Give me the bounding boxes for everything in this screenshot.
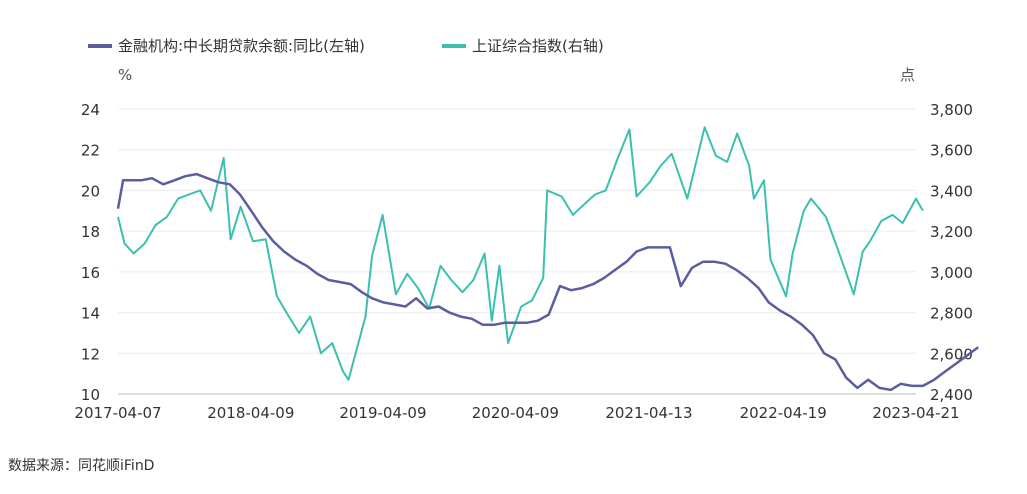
left-tick-label: 20 <box>81 182 100 200</box>
x-axis-ticks: 2017-04-07 2018-04-09 2019-04-09 2020-04-09… <box>74 404 959 422</box>
x-tick-label: 2022-04-19 <box>740 404 827 422</box>
x-tick-label: 2017-04-07 <box>74 404 161 422</box>
x-tick-label: 2018-04-09 <box>207 404 294 422</box>
x-tick-label: 2019-04-09 <box>339 404 426 422</box>
right-axis-ticks: 2,400 2,600 2,800 3,000 3,200 3,400 3,600 3,800 <box>930 101 973 404</box>
left-tick-label: 24 <box>81 101 100 119</box>
legend-label-index: 上证综合指数(右轴) <box>472 37 604 55</box>
series-line-loans <box>116 172 979 392</box>
left-tick-label: 18 <box>81 223 100 241</box>
right-tick-label: 3,800 <box>930 101 973 119</box>
right-tick-label: 3,600 <box>930 142 973 160</box>
left-tick-label: 14 <box>81 305 100 323</box>
x-tick-label: 2021-04-13 <box>605 404 692 422</box>
right-tick-label: 3,000 <box>930 264 973 282</box>
legend-label-loans: 金融机构:中长期贷款余额:同比(左轴) <box>118 37 365 55</box>
gridlines <box>118 108 916 354</box>
left-axis-ticks: 10 12 14 16 18 20 22 24 <box>81 101 100 404</box>
x-tick-label: 2023-04-21 <box>872 404 959 422</box>
right-tick-label: 2,400 <box>930 386 973 404</box>
right-tick-label: 3,400 <box>930 182 973 200</box>
right-tick-label: 2,800 <box>930 305 973 323</box>
legend: 金融机构:中长期贷款余额:同比(左轴) 上证综合指数(右轴) <box>88 37 604 55</box>
right-tick-label: 3,200 <box>930 223 973 241</box>
left-tick-label: 12 <box>81 345 100 363</box>
series-line-index <box>117 126 924 381</box>
right-tick-label: 2,600 <box>930 345 973 363</box>
left-tick-label: 16 <box>81 264 100 282</box>
right-axis-unit: 点 <box>900 66 915 84</box>
left-tick-label: 22 <box>81 142 100 160</box>
left-tick-label: 10 <box>81 386 100 404</box>
left-axis-unit: % <box>118 66 132 84</box>
data-source-note: 数据来源：同花顺iFinD <box>8 458 154 474</box>
x-tick-label: 2020-04-09 <box>472 404 559 422</box>
